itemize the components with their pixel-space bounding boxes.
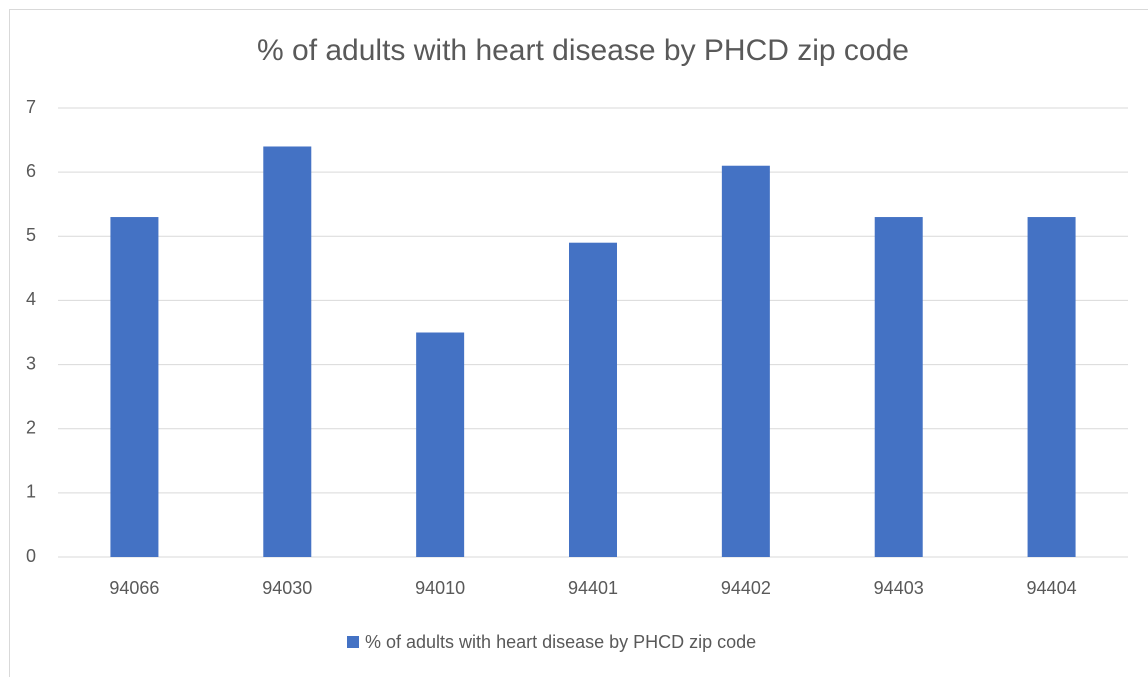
bar <box>263 146 312 557</box>
x-tick-label: 94030 <box>262 578 312 598</box>
y-tick-label: 7 <box>26 97 36 117</box>
legend-label: % of adults with heart disease by PHCD z… <box>365 632 756 652</box>
chart-border <box>9 9 1148 677</box>
x-tick-label: 94401 <box>568 578 618 598</box>
y-tick-label: 1 <box>26 482 36 502</box>
bar <box>569 242 617 557</box>
bar <box>721 165 770 557</box>
bar <box>110 217 159 558</box>
x-tick-label: 94010 <box>415 578 465 598</box>
bar <box>416 332 465 557</box>
y-tick-label: 2 <box>26 417 36 437</box>
bar <box>1027 217 1076 558</box>
y-tick-label: 0 <box>26 546 36 566</box>
legend-swatch <box>347 636 359 648</box>
x-tick-label: 94402 <box>721 578 771 598</box>
x-tick-label: 94404 <box>1027 578 1077 598</box>
y-tick-label: 5 <box>26 225 36 245</box>
x-tick-label: 94403 <box>874 578 924 598</box>
y-tick-label: 6 <box>26 161 36 181</box>
y-tick-label: 4 <box>26 289 36 309</box>
bar <box>874 217 923 558</box>
chart-title: % of adults with heart disease by PHCD z… <box>257 34 909 67</box>
y-tick-label: 3 <box>26 353 36 373</box>
x-tick-label: 94066 <box>109 578 159 598</box>
